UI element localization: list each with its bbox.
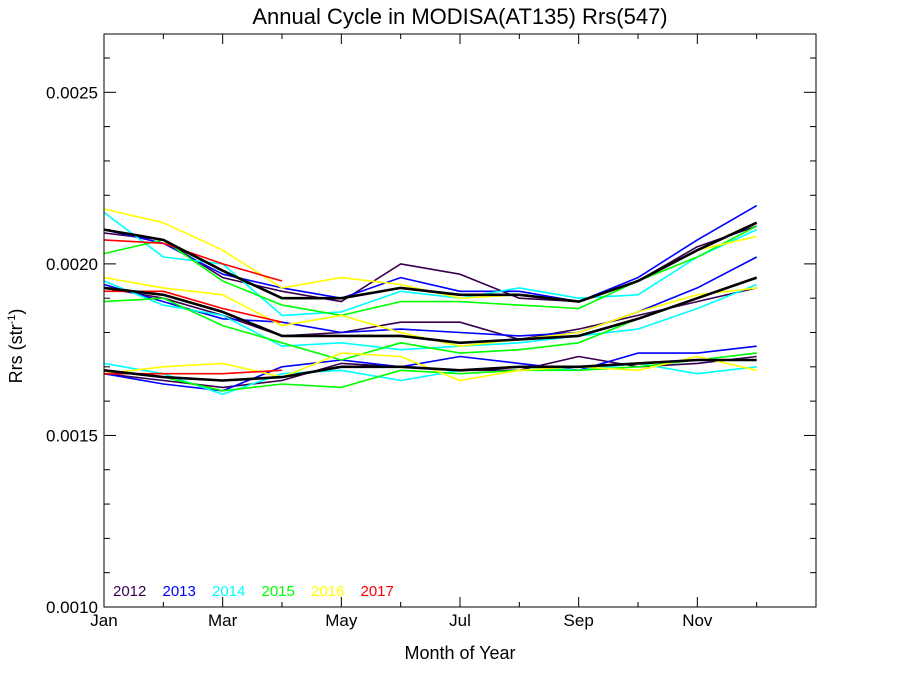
series-layer xyxy=(103,204,758,396)
y-axis-label-base: Rrs (str xyxy=(6,324,26,383)
y-axis-label: Rrs (str-1) xyxy=(6,309,26,384)
series-line-2017 xyxy=(103,239,283,282)
series-line-mean xyxy=(103,221,758,303)
y-axis-label-superscript: -1 xyxy=(6,315,18,325)
series-line-2013 xyxy=(103,345,757,392)
x-tick-label: May xyxy=(325,611,358,630)
legend-item-2012: 2012 xyxy=(113,583,146,600)
x-tick-label: Jan xyxy=(90,611,117,630)
series-line-mean xyxy=(103,358,757,382)
legend-item-2014: 2014 xyxy=(212,583,245,600)
series-line-2014 xyxy=(103,211,758,317)
legend-item-2016: 2016 xyxy=(311,583,344,600)
legend-item-2015: 2015 xyxy=(262,583,295,600)
series-line-2012 xyxy=(103,287,757,341)
series-line-2016 xyxy=(103,208,757,303)
chart-title: Annual Cycle in MODISA(AT135) Rrs(547) xyxy=(252,4,667,29)
series-line-2015 xyxy=(103,276,757,361)
plot-frame xyxy=(103,33,817,608)
x-tick-label: Jul xyxy=(449,611,471,630)
x-tick-label: Sep xyxy=(564,611,594,630)
series-line-mean xyxy=(103,276,758,345)
series-line-2013 xyxy=(103,256,758,337)
y-axis-label-end: ) xyxy=(6,309,26,315)
legend-item-2017: 2017 xyxy=(361,583,394,600)
series-line-2013 xyxy=(103,204,758,303)
y-tick-label: 0.0015 xyxy=(46,426,98,445)
x-tick-label: Nov xyxy=(682,611,713,630)
y-tick-label: 0.0020 xyxy=(46,255,98,274)
y-tick-label: 0.0025 xyxy=(46,83,98,102)
x-tick-label: Mar xyxy=(208,611,238,630)
legend-item-2013: 2013 xyxy=(163,583,196,600)
legend: 2012 2013 2014 2015 2016 2017 xyxy=(113,583,394,600)
series-line-2015 xyxy=(103,352,757,392)
tick-labels: Jan Mar May Jul Sep Nov 0.0010 0.0015 0.0020 0.00… xyxy=(46,83,713,630)
x-axis-label: Month of Year xyxy=(404,643,515,663)
y-tick-label: 0.0010 xyxy=(46,598,98,617)
tick-marks xyxy=(103,34,817,608)
